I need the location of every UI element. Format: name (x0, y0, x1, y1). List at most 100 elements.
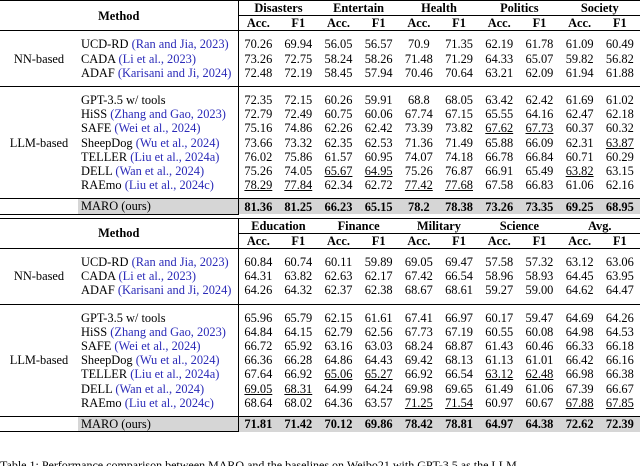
value: 78.42 (404, 417, 433, 432)
spacer-cell (398, 192, 439, 200)
value: 60.26 (324, 93, 353, 108)
value-cell: 65.96 (237, 310, 279, 325)
value-cell: 62.18 (600, 107, 640, 121)
value-cell: 68.87 (439, 339, 479, 353)
blank (0, 416, 78, 433)
value: 62.16 (605, 178, 634, 193)
value-cell: 68.67 (399, 283, 439, 297)
value-cell: 64.26 (600, 311, 640, 325)
value: 62.47 (565, 107, 594, 122)
spacer-cell (78, 297, 239, 305)
spacer-cell (358, 192, 399, 200)
value: 57.58 (485, 255, 514, 270)
value: 60.46 (525, 339, 554, 354)
metric-header: F1 (358, 15, 399, 32)
value: 71.42 (284, 417, 313, 432)
value: 62.56 (364, 324, 393, 339)
value-cell: 70.26 (237, 37, 279, 52)
value: 63.57 (364, 395, 393, 410)
value: 63.12 (565, 255, 594, 270)
value: 62.18 (605, 107, 634, 122)
value-cell: 78.38 (438, 198, 480, 215)
value: 64.24 (364, 381, 393, 396)
value-cell: 57.32 (519, 255, 559, 269)
value: 65.55 (485, 107, 514, 122)
spacer-cell (559, 297, 600, 305)
value: 69.86 (364, 417, 393, 432)
value-cell: 69.42 (399, 353, 439, 367)
value-cell: 62.16 (600, 178, 640, 192)
value-cell: 74.07 (399, 150, 439, 164)
value-cell: 67.39 (560, 382, 600, 396)
value-cell: 66.54 (439, 269, 479, 283)
spacer-cell (599, 192, 640, 200)
value-cell: 76.02 (237, 149, 279, 165)
value-cell: 61.57 (318, 150, 358, 164)
value: 64.47 (605, 283, 634, 298)
value: 72.35 (244, 93, 273, 108)
spacer (0, 248, 640, 256)
value-cell: 68.05 (439, 93, 479, 107)
spacer-cell (237, 410, 279, 418)
value-cell: 72.48 (237, 65, 279, 81)
value: 62.31 (565, 135, 594, 150)
value: 63.82 (565, 164, 594, 179)
value-cell: 59.47 (519, 311, 559, 325)
value: 60.55 (485, 324, 514, 339)
value-cell: 65.06 (318, 367, 358, 381)
value: 59.82 (565, 51, 594, 66)
value-cell: 72.49 (278, 107, 318, 121)
value: 58.26 (364, 51, 393, 66)
value: 60.71 (565, 149, 594, 164)
value-cell: 60.17 (479, 311, 519, 325)
value: 65.96 (244, 310, 273, 325)
value: 66.91 (485, 164, 514, 179)
value: 59.00 (525, 283, 554, 298)
value: 65.92 (284, 339, 313, 354)
value: 62.35 (324, 135, 353, 150)
value-cell: 59.89 (359, 255, 399, 269)
value: 66.36 (244, 353, 273, 368)
value: 58.93 (525, 269, 554, 284)
value-cell: 62.56 (359, 325, 399, 339)
method-name: SheepDog (81, 353, 133, 368)
ours-row: MARO (ours) 81.36 81.25 66.23 65.15 78.2 78.38… (0, 198, 640, 215)
method-name: TELLER (81, 149, 128, 164)
value-cell: 71.29 (439, 52, 479, 66)
data-row: CADA (Li et al., 2023) 73.26 72.75 58.24 58.… (0, 51, 640, 66)
value: 68.87 (445, 339, 473, 354)
value: 72.79 (244, 107, 273, 122)
value-cell: 60.55 (479, 325, 519, 339)
value: 61.88 (605, 65, 634, 80)
metric-header: Acc. (237, 233, 279, 250)
value-cell: 63.82 (560, 164, 600, 178)
value: 66.23 (324, 199, 353, 214)
value-cell: 67.74 (399, 107, 439, 121)
citation: (Wan et al., 2024) (115, 164, 205, 179)
method-cell: CADA (Li et al., 2023) (78, 269, 238, 283)
column-header: Education (237, 217, 319, 234)
value-cell: 61.06 (560, 178, 600, 192)
data-row: ADAF (Karisani and Ji, 2024) 72.48 72.19 58… (0, 65, 640, 81)
value: 60.17 (485, 310, 514, 325)
column-header: Military (398, 217, 480, 234)
metric-header: Acc. (318, 15, 359, 32)
value-cell: 72.75 (278, 52, 318, 66)
value-cell: 62.63 (318, 269, 358, 283)
value-cell: 67.41 (399, 311, 439, 325)
value-cell: 66.67 (600, 382, 640, 396)
value: 60.11 (324, 255, 353, 270)
value: 77.84 (284, 178, 313, 193)
value: 67.39 (565, 381, 594, 396)
value: 66.78 (485, 149, 514, 164)
value-cell: 62.48 (519, 367, 559, 381)
value: 61.43 (485, 339, 514, 354)
value-cell: 62.42 (519, 93, 559, 107)
spacer-cell (559, 80, 600, 87)
metric-header: Acc. (237, 15, 279, 32)
value: 60.75 (324, 107, 353, 122)
citation: (Liu et al., 2024c) (124, 178, 214, 193)
data-row: DELL (Wan et al., 2024) 75.26 74.05 65.67 64… (0, 164, 640, 179)
value: 68.95 (605, 199, 634, 214)
value-cell: 64.98 (560, 325, 600, 339)
